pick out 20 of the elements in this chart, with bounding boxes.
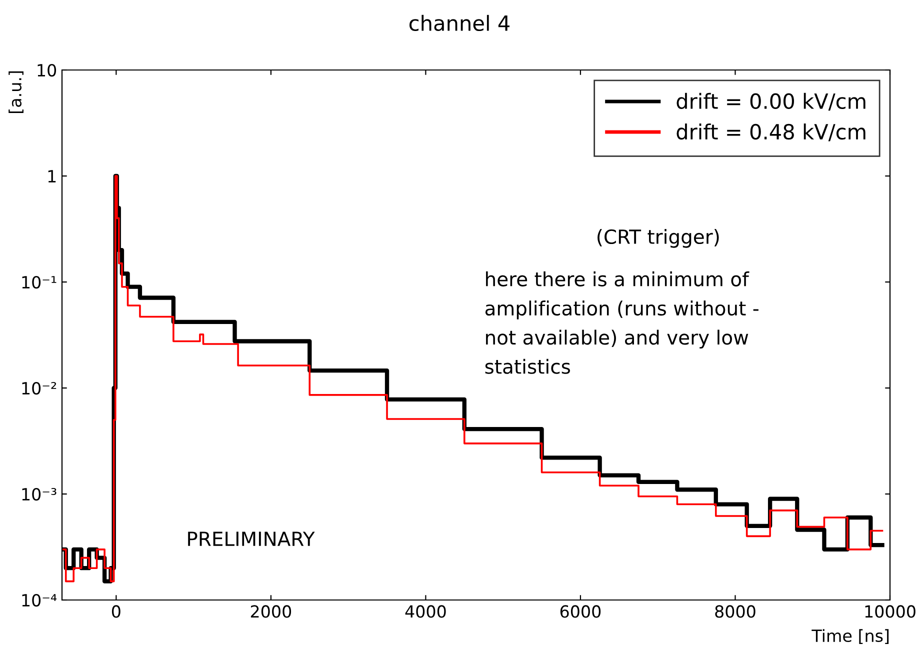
- chart-title: channel 4: [409, 14, 510, 32]
- y-tick-label: 10: [38, 64, 56, 77]
- y-tick-label: 10⁻³: [22, 488, 56, 501]
- y-tick-label: 1: [48, 170, 56, 182]
- y-axis-title: [a.u.]: [8, 71, 24, 113]
- x-tick-label: 10000: [865, 605, 916, 618]
- x-tick-label: 0: [112, 605, 120, 618]
- legend-label: drift = 0.00 kV/cm: [676, 92, 866, 111]
- y-tick-label: 10⁻²: [22, 382, 56, 395]
- annotation: PRELIMINARY: [188, 532, 315, 546]
- legend-label: drift = 0.48 kV/cm: [676, 123, 866, 142]
- annotation: here there is a minimum of amplification (runs without - not available) and very low statistics: [485, 271, 758, 374]
- x-axis-title: Time [ns]: [812, 629, 889, 644]
- annotation: (CRT trigger): [598, 229, 719, 248]
- x-tick-label: 4000: [405, 605, 446, 618]
- y-tick-label: 10⁻⁴: [22, 594, 57, 607]
- x-tick-label: 8000: [715, 605, 756, 618]
- x-tick-label: 6000: [560, 605, 601, 618]
- y-tick-label: 10⁻¹: [22, 276, 56, 289]
- x-tick-label: 2000: [250, 605, 292, 618]
